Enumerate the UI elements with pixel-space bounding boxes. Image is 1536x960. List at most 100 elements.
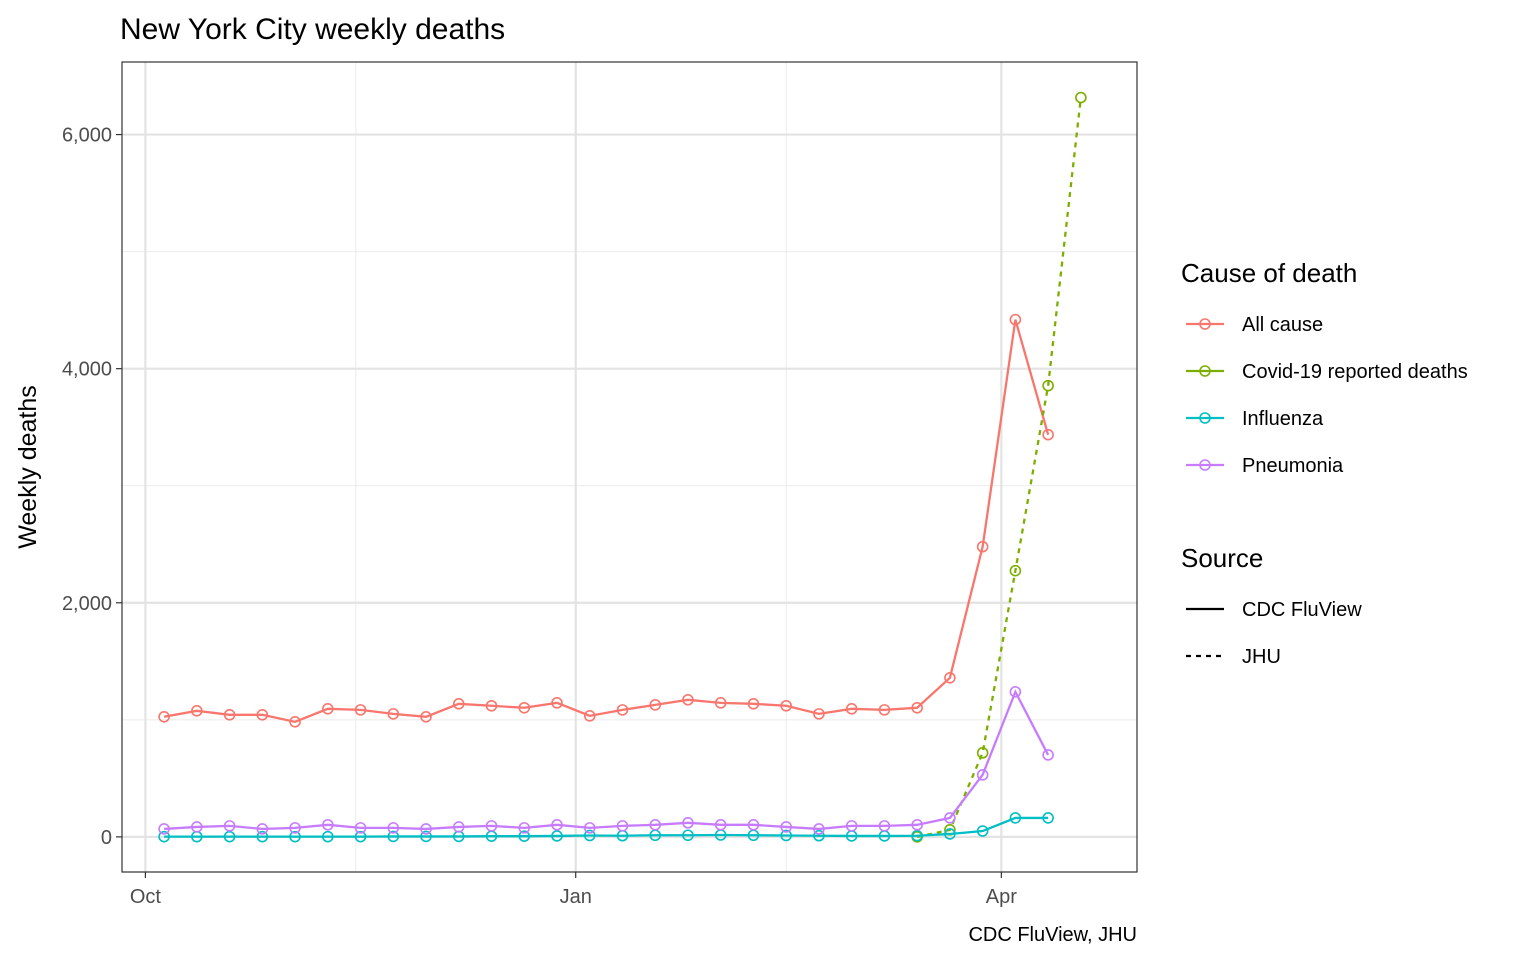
- data-point: [649, 819, 662, 831]
- data-point: [813, 708, 825, 720]
- data-point: [878, 820, 891, 832]
- x-tick-label: Apr: [986, 886, 1017, 908]
- legend-label: JHU: [1242, 646, 1281, 668]
- data-point: [191, 821, 203, 833]
- legend-key-point: [1199, 318, 1211, 330]
- data-point: [1042, 812, 1054, 824]
- data-point: [878, 704, 891, 716]
- data-point: [976, 769, 989, 781]
- legend-source-title: Source: [1181, 543, 1263, 573]
- data-point: [583, 829, 596, 842]
- legend-label: Influenza: [1242, 408, 1324, 430]
- legend-key-point: [1199, 412, 1211, 424]
- data-point: [976, 825, 989, 837]
- data-point: [944, 812, 956, 824]
- data-point: [616, 704, 629, 716]
- data-point: [354, 822, 367, 834]
- data-point: [583, 822, 596, 834]
- legend-item: Pneumonia: [1186, 455, 1344, 477]
- data-point: [551, 830, 563, 842]
- data-point: [780, 821, 792, 833]
- data-point: [1009, 313, 1022, 326]
- data-point: [158, 710, 170, 723]
- data-point: [518, 701, 531, 714]
- data-point: [1042, 749, 1054, 761]
- y-tick-label: 0: [101, 827, 112, 849]
- data-point: [1075, 91, 1087, 104]
- data-point: [911, 701, 923, 714]
- legend-label: Covid-19 reported deaths: [1242, 361, 1468, 383]
- legend-label: All cause: [1242, 314, 1323, 336]
- chart-title: New York City weekly deaths: [120, 13, 505, 46]
- data-point: [322, 830, 334, 843]
- data-point: [1009, 812, 1022, 824]
- data-point: [976, 747, 989, 759]
- y-tick-label: 4,000: [62, 359, 112, 381]
- data-point: [322, 819, 334, 831]
- y-tick-label: 2,000: [62, 593, 112, 615]
- legend-label: Pneumonia: [1242, 455, 1344, 477]
- data-point: [158, 823, 170, 835]
- data-point: [452, 697, 465, 710]
- series-line-pneumonia: [164, 689, 1050, 831]
- plot-panel-border: [121, 61, 1138, 873]
- data-point: [944, 828, 956, 840]
- legend-item: Influenza: [1186, 408, 1324, 430]
- series-line-covid-19-reported-deaths: [916, 97, 1083, 839]
- data-point: [682, 817, 694, 829]
- legend-label: CDC FluView: [1242, 599, 1362, 621]
- data-point: [1009, 686, 1022, 698]
- data-point: [813, 829, 825, 842]
- data-point: [223, 708, 236, 721]
- data-point: [714, 819, 727, 831]
- y-tick-label: 6,000: [62, 125, 112, 147]
- data-point: [191, 705, 203, 717]
- data-point: [714, 697, 727, 709]
- data-point: [911, 829, 923, 842]
- data-point: [911, 819, 923, 831]
- data-point: [256, 823, 269, 835]
- series-group: [158, 91, 1087, 843]
- data-point: [813, 823, 825, 835]
- data-point: [747, 697, 760, 710]
- data-point: [158, 830, 170, 843]
- data-point: [420, 710, 432, 723]
- data-point: [387, 708, 400, 720]
- data-point: [551, 697, 563, 709]
- data-point: [387, 830, 400, 843]
- legend-item: All cause: [1186, 314, 1323, 336]
- legend-item: JHU: [1186, 646, 1281, 668]
- data-point: [289, 822, 301, 834]
- data-point: [289, 830, 301, 843]
- data-point: [649, 699, 662, 711]
- legend-key-point: [1199, 459, 1211, 471]
- data-point: [354, 830, 367, 843]
- data-point: [583, 710, 596, 722]
- data-point: [976, 540, 989, 553]
- data-point: [1009, 564, 1022, 577]
- legend-color-title: Cause of death: [1181, 258, 1357, 288]
- gridlines: [122, 62, 1137, 872]
- data-point: [256, 708, 269, 721]
- data-point: [780, 699, 792, 712]
- caption: CDC FluView, JHU: [968, 924, 1137, 946]
- y-axis-label: Weekly deaths: [14, 385, 42, 549]
- legend-item: CDC FluView: [1186, 599, 1362, 621]
- x-tick-label: Jan: [560, 886, 592, 908]
- data-point: [1042, 379, 1054, 392]
- data-point: [322, 703, 334, 715]
- data-point: [420, 830, 432, 843]
- data-point: [944, 672, 956, 684]
- data-point: [420, 823, 432, 835]
- data-point: [682, 829, 694, 842]
- legend-key-point: [1199, 365, 1211, 377]
- data-point: [780, 829, 792, 842]
- data-point: [289, 716, 301, 728]
- data-point: [518, 830, 531, 842]
- data-point: [1042, 428, 1054, 441]
- axes: 0 2,000 4,000 6,000 Oct Jan Apr: [62, 125, 1017, 908]
- x-tick-label: Oct: [130, 886, 162, 908]
- series-line-all-cause: [163, 319, 1050, 724]
- data-point: [387, 822, 400, 834]
